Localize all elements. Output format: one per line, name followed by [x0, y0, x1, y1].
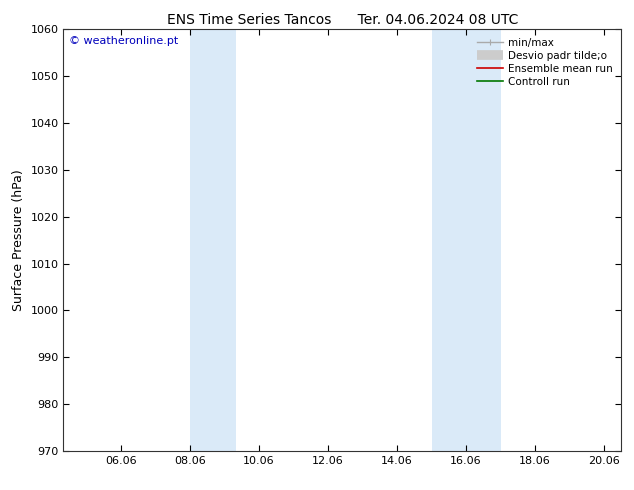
Title: ENS Time Series Tancos      Ter. 04.06.2024 08 UTC: ENS Time Series Tancos Ter. 04.06.2024 0… — [167, 13, 518, 27]
Text: © weatheronline.pt: © weatheronline.pt — [69, 36, 178, 46]
Y-axis label: Surface Pressure (hPa): Surface Pressure (hPa) — [12, 169, 25, 311]
Legend: min/max, Desvio padr tilde;o, Ensemble mean run, Controll run: min/max, Desvio padr tilde;o, Ensemble m… — [474, 35, 616, 90]
Bar — [432, 29, 500, 451]
Bar — [190, 29, 236, 451]
